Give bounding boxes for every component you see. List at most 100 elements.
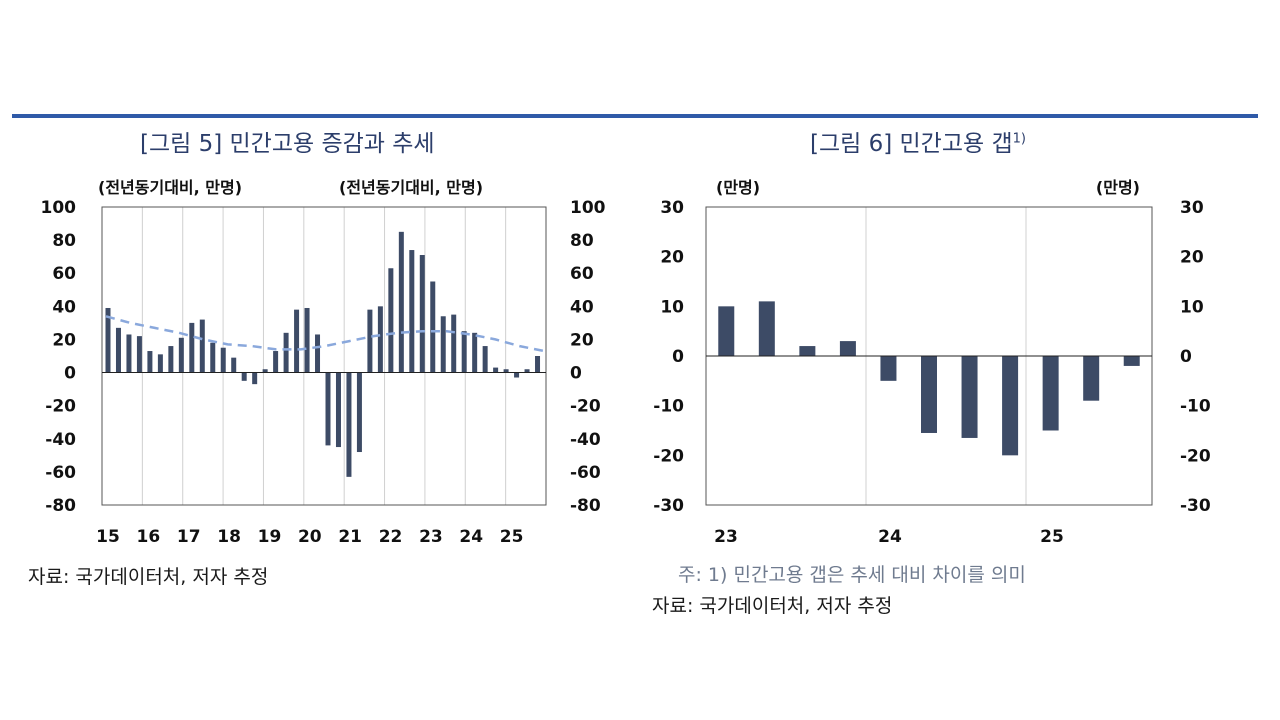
figure5-right-tick-label: -80 — [570, 496, 601, 516]
figure6-left-tick-label: 0 — [672, 347, 684, 367]
figure5-right-tick-label: -60 — [570, 463, 601, 483]
figure5-bar — [105, 307, 111, 373]
figure5-right-tick-label: 0 — [570, 364, 582, 384]
figure5-bar — [356, 372, 362, 453]
figure5-bar — [126, 334, 132, 373]
figure6-x-tick-label: 24 — [878, 527, 902, 547]
figure6-note: 주: 1) 민간고용 갭은 추세 대비 차이를 의미 — [678, 564, 1026, 586]
figure5-bar — [304, 307, 310, 373]
figure5-left-unit-label: (전년동기대비, 만명) — [98, 178, 242, 197]
figure5-bar — [315, 334, 321, 373]
figure5-bar — [168, 346, 174, 373]
figure5-bar — [252, 372, 258, 385]
figure5-left-tick-label: 0 — [64, 364, 76, 384]
figure5-x-tick-label: 16 — [137, 527, 161, 547]
figure6-right-tick-label: -10 — [1180, 397, 1211, 417]
figure5-bar — [231, 357, 237, 373]
figure5-bar — [388, 268, 394, 373]
figure6-x-tick-label: 23 — [714, 527, 738, 547]
figure5-x-tick-label: 20 — [298, 527, 322, 547]
figure5-left-tick-label: 20 — [52, 330, 76, 350]
figure5-bar — [210, 342, 216, 373]
figure6-title-text: [그림 6] 민간고용 갭 — [810, 131, 1013, 157]
figure5-bar — [178, 337, 184, 373]
figure6-left-tick-label: 20 — [660, 248, 684, 268]
figure6-left-tick-label: -10 — [653, 397, 684, 417]
figure6-right-tick-label: 20 — [1180, 248, 1204, 268]
figure5-bar — [535, 356, 541, 373]
figure5-bar — [440, 316, 446, 373]
figure5-bar — [273, 351, 279, 373]
figure5-bar — [115, 327, 121, 373]
figure6-title: [그림 6] 민간고용 갭1) — [810, 124, 1026, 158]
figure5-right-tick-label: -20 — [570, 397, 601, 417]
figure6-bar — [839, 341, 856, 356]
figure5-left-tick-label: -20 — [45, 397, 76, 417]
figure5-x-tick-label: 18 — [217, 527, 241, 547]
figure6-source: 자료: 국가데이터처, 저자 추정 — [652, 595, 893, 617]
figure5-title: [그림 5] 민간고용 증감과 추세 — [140, 131, 435, 157]
figure5-bar — [514, 372, 520, 378]
figure6-left-tick-label: 10 — [660, 297, 684, 317]
figure5-bar — [220, 347, 226, 373]
figure6-bar — [799, 346, 816, 356]
figure6-right-tick-label: -20 — [1180, 446, 1211, 466]
figure6-right-tick-label: 0 — [1180, 347, 1192, 367]
figure5-bar — [482, 346, 488, 373]
figure6-left-tick-label: -20 — [653, 446, 684, 466]
figure5-bar — [335, 372, 341, 448]
figure6-left-unit-label: (만명) — [716, 178, 760, 197]
figure5-plot-frame — [101, 206, 547, 506]
figure5-bar — [346, 372, 352, 477]
figure5-right-tick-label: 40 — [570, 297, 594, 317]
figure5-right-tick-label: 80 — [570, 231, 594, 251]
figure5-x-tick-label: 19 — [258, 527, 282, 547]
figure6-right-tick-label: -30 — [1180, 496, 1211, 516]
figure6-bar — [880, 356, 897, 381]
figure5-bar — [147, 351, 153, 373]
figure6-bar — [1083, 356, 1100, 401]
figure5-right-tick-label: -40 — [570, 430, 601, 450]
figure5-x-tick-label: 22 — [379, 527, 403, 547]
figure5-bar — [367, 309, 373, 373]
figure6-bar — [921, 356, 937, 433]
figure5-bar — [189, 322, 195, 373]
figure6-bar — [1123, 356, 1140, 366]
figure5-left-tick-label: 40 — [52, 297, 76, 317]
figure6-x-tick-label: 25 — [1040, 527, 1064, 547]
figure6-bar — [961, 356, 978, 438]
figure5-bar — [325, 372, 331, 446]
figure5-bar — [377, 306, 383, 373]
figure6-right-tick-label: 10 — [1180, 297, 1204, 317]
figure5-x-tick-label: 25 — [500, 527, 524, 547]
figure5-right-tick-label: 100 — [570, 198, 606, 218]
figure6-left-tick-label: -30 — [653, 496, 684, 516]
figure5-right-tick-label: 60 — [570, 264, 594, 284]
top-rule — [12, 114, 1258, 118]
figure5-right-tick-label: 20 — [570, 330, 594, 350]
figure6-bar — [1002, 356, 1019, 456]
figure5-x-tick-label: 15 — [96, 527, 120, 547]
figure5-left-tick-label: -60 — [45, 463, 76, 483]
figure5-left-tick-label: 100 — [41, 198, 77, 218]
figure5-x-tick-label: 21 — [338, 527, 362, 547]
figure6-right-tick-label: 30 — [1180, 198, 1204, 218]
figure5-left-tick-label: -80 — [45, 496, 76, 516]
figure5-x-tick-label: 24 — [459, 527, 483, 547]
figure5-bar — [524, 369, 530, 373]
figure5-bar — [157, 354, 163, 373]
figure5-x-tick-label: 17 — [177, 527, 201, 547]
figure5-source: 자료: 국가데이터처, 저자 추정 — [28, 566, 269, 588]
figure5-x-tick-label: 23 — [419, 527, 443, 547]
figure5-bar — [419, 255, 425, 373]
figure5-bar — [136, 336, 142, 373]
figure5-left-tick-label: -40 — [45, 430, 76, 450]
figure5-bar — [398, 231, 404, 373]
figure6-bar — [1042, 356, 1059, 431]
figure5-bar — [503, 369, 509, 373]
figure5-bar — [409, 250, 415, 373]
figure5-left-tick-label: 80 — [52, 231, 76, 251]
figure5-bar — [283, 332, 289, 373]
figure5-bar — [262, 369, 268, 373]
